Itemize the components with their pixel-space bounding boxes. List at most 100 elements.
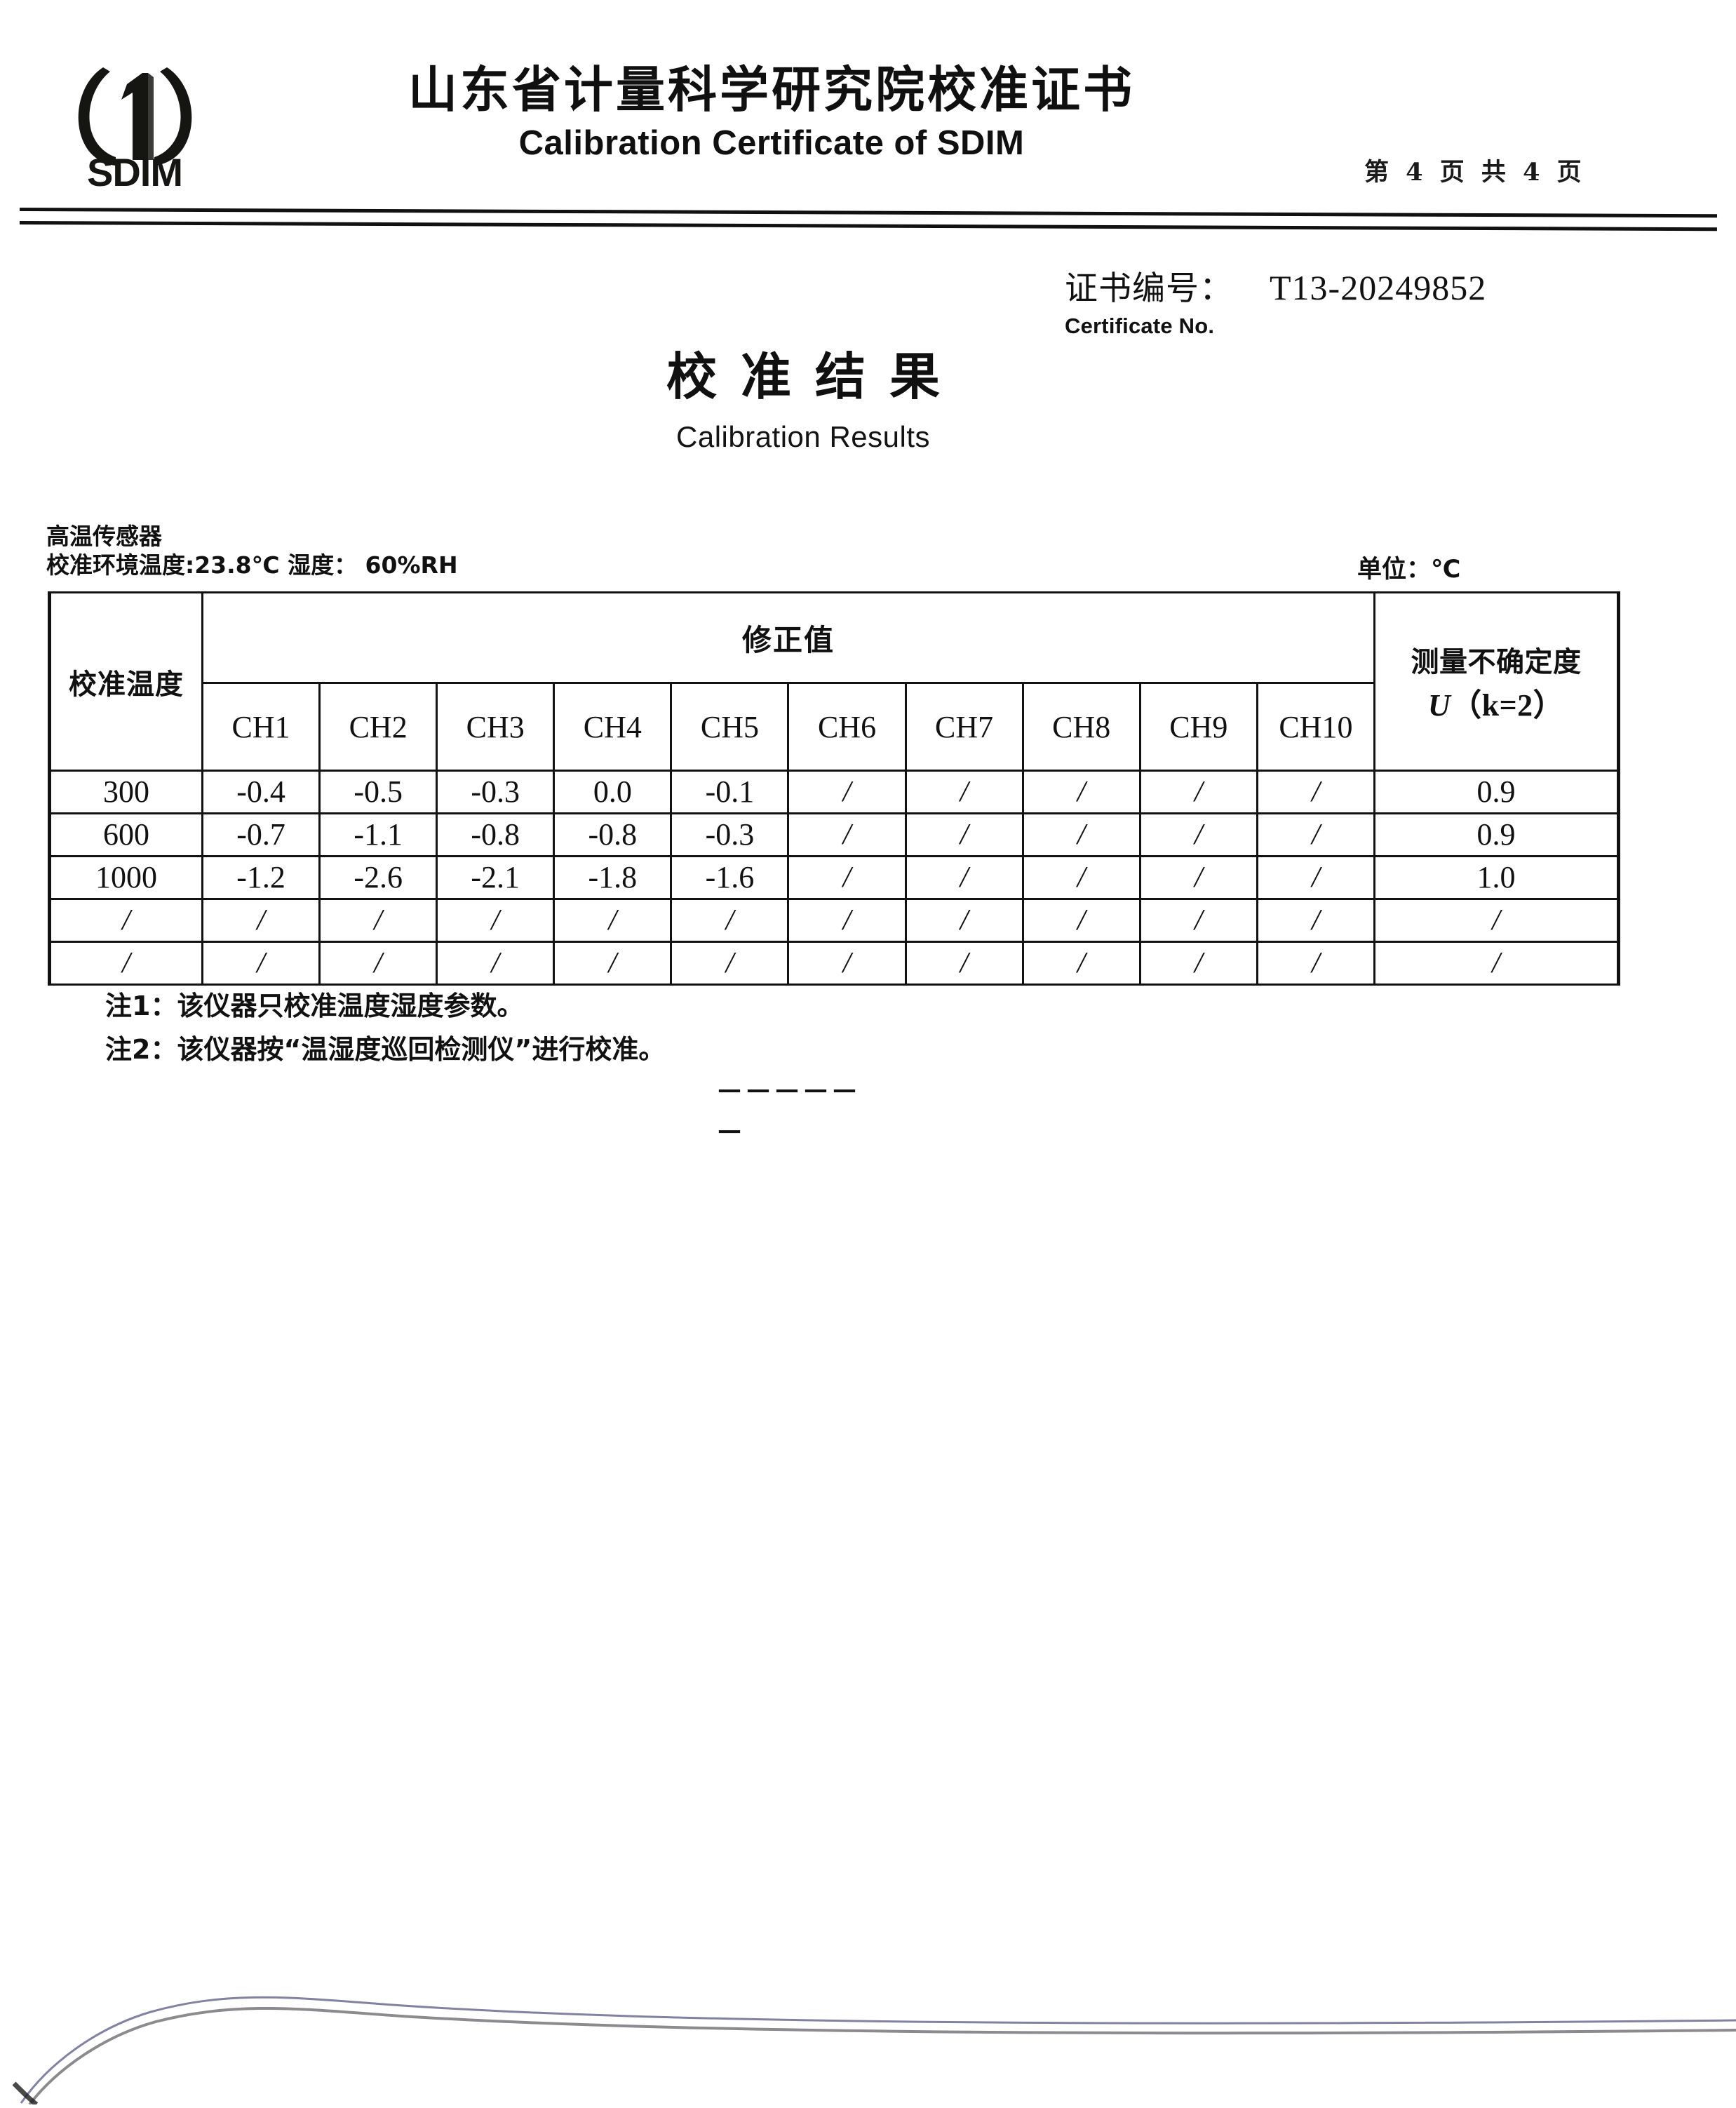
table-row: / / / / / / / / / / / / (48, 941, 1620, 986)
cell-correction-ch6: / (787, 855, 907, 900)
measurement-conditions: 高温传感器 校准环境温度:23.8℃ 湿度： 60%RH (46, 522, 458, 580)
header-channel-ch4: CH4 (553, 682, 673, 772)
cell-uncertainty: 0.9 (1373, 770, 1620, 814)
cell-correction-ch3: -0.3 (436, 770, 556, 814)
uncertainty-symbol-u: U (1427, 687, 1451, 723)
cell-correction-ch1: -1.2 (201, 855, 321, 900)
cell-correction-ch8: / (1021, 770, 1141, 814)
cell-correction-ch9: / (1138, 855, 1258, 900)
cell-correction-ch1: / (201, 898, 321, 943)
cell-correction-ch1: / (201, 941, 321, 986)
cell-correction-ch5: / (670, 898, 790, 943)
table-header-row-2: CH1 CH2 CH3 CH4 CH5 CH6 CH7 CH8 CH9 CH10 (50, 682, 1619, 772)
header-divider-rule (19, 208, 1718, 231)
header-channel-ch6: CH6 (787, 682, 907, 772)
cell-correction-ch1: -0.7 (201, 812, 321, 857)
table-row: 300 -0.4 -0.5 -0.3 0.0 -0.1// / //0.9 (48, 770, 1620, 814)
cell-correction-ch2: / (318, 941, 438, 986)
cell-correction-ch9: / (1138, 941, 1258, 986)
cell-uncertainty: 0.9 (1373, 812, 1620, 857)
cell-correction-ch4: / (553, 941, 673, 986)
certificate-number-value: T13-20249852 (1270, 268, 1487, 307)
header-channel-ch5: CH5 (670, 682, 790, 772)
cell-correction-ch4: / (553, 898, 673, 943)
cell-correction-ch4: 0.0 (553, 770, 673, 814)
cell-correction-ch9: / (1138, 770, 1258, 814)
cell-correction-ch9: / (1138, 812, 1258, 857)
cell-uncertainty: / (1373, 898, 1620, 943)
cell-correction-ch10: / (1256, 812, 1376, 857)
cell-correction-ch2: -1.1 (318, 812, 438, 857)
header-uncertainty-formula: U（k=2） (1375, 680, 1617, 725)
table-header-row-1: 校准温度 修正值 测量不确定度 U（k=2） (48, 591, 1620, 772)
note-1: 注1：该仪器只校准温度湿度参数。 (105, 991, 524, 1021)
cell-correction-ch2: -2.6 (318, 855, 438, 900)
cell-calibration-temperature: / (48, 898, 203, 943)
cell-correction-ch10: / (1256, 898, 1376, 943)
certificate-title-en: Calibration Certificate of SDIM (518, 124, 1025, 163)
header-channel-ch10: CH10 (1256, 682, 1376, 772)
cell-correction-ch7: / (904, 812, 1024, 857)
table-row: / / / / / / / / / / / / (48, 898, 1620, 943)
table-row: 1000 -1.2 -2.6 -2.1 -1.8 -1.6// / //1.0 (48, 855, 1620, 900)
cell-correction-ch7: / (904, 898, 1024, 943)
section-title-block: 校准结果 Calibration Results (0, 335, 1606, 454)
header-uncertainty-label: 测量不确定度 (1411, 645, 1582, 678)
section-title-en: Calibration Results (676, 420, 930, 453)
note-2: 注2：该仪器按“温湿度巡回检测仪”进行校准。 (105, 1033, 666, 1065)
cell-correction-ch3: / (436, 898, 556, 943)
cell-correction-ch4: -0.8 (553, 812, 673, 857)
header-correction-value: 修正值 (201, 591, 1375, 684)
header-channel-ch8: CH8 (1021, 682, 1141, 772)
end-of-results-mark: －－－－－－ (715, 1076, 859, 1149)
cell-calibration-temperature: / (48, 941, 203, 986)
page-counter: 第 4 页 共 4 页 (1364, 158, 1586, 187)
cell-uncertainty: 1.0 (1373, 855, 1620, 900)
cell-correction-ch1: -0.4 (201, 770, 321, 814)
cell-correction-ch10: / (1256, 855, 1376, 900)
section-title-cn: 校准结果 (666, 347, 964, 406)
cell-correction-ch5: -0.1 (670, 770, 790, 814)
notes-block: 注1：该仪器只校准温度湿度参数。 注2：该仪器按“温湿度巡回检测仪”进行校准。 (105, 988, 665, 1069)
cell-correction-ch8: / (1021, 941, 1141, 986)
cell-correction-ch8: / (1021, 898, 1141, 943)
uncertainty-coverage-factor: （k=2） (1451, 687, 1565, 723)
cell-correction-ch8: / (1021, 812, 1141, 857)
svg-text:SDIM: SDIM (87, 150, 182, 188)
header-channel-ch3: CH3 (436, 682, 556, 772)
sensor-name: 高温传感器 (46, 523, 162, 550)
cell-calibration-temperature: 600 (48, 812, 203, 857)
unit-label: 单位：℃ (1357, 556, 1461, 584)
page-header: SDIM 山东省计量科学研究院校准证书 Calibration Certific… (0, 0, 1736, 231)
cell-correction-ch9: / (1138, 898, 1258, 943)
sdim-logo-icon: SDIM (60, 55, 210, 188)
cell-correction-ch5: -1.6 (670, 855, 790, 900)
cell-correction-ch2: / (318, 898, 438, 943)
cell-correction-ch3: -2.1 (436, 855, 556, 900)
scan-paper-edge-artifact (0, 1922, 1736, 2107)
certificate-number-label-cn: 证书编号： (1065, 269, 1233, 308)
cell-correction-ch3: -0.8 (436, 812, 556, 857)
cell-correction-ch7: / (904, 770, 1024, 814)
calibration-results-table: 校准温度 修正值 测量不确定度 U（k=2） CH1 CH2 CH3 CH4 CH5 CH… (48, 591, 1620, 986)
cell-calibration-temperature: 1000 (48, 855, 203, 900)
certificate-number-block: 证书编号： T13-20249852 Certificate No. (1065, 261, 1486, 339)
cell-correction-ch6: / (787, 898, 907, 943)
cell-correction-ch8: / (1021, 855, 1141, 900)
cell-correction-ch4: -1.8 (553, 855, 673, 900)
header-title-block: 山东省计量科学研究院校准证书 Calibration Certificate o… (281, 65, 1263, 163)
cell-correction-ch6: / (787, 770, 907, 814)
certificate-number-line: 证书编号： T13-20249852 (1065, 261, 1486, 309)
cell-correction-ch5: / (670, 941, 790, 986)
table-body: 300 -0.4 -0.5 -0.3 0.0 -0.1// / //0.9 600 -0.7 -1.… (48, 770, 1620, 986)
header-channel-ch9: CH9 (1138, 682, 1258, 772)
certificate-number-label-en: Certificate No. (1065, 314, 1215, 338)
cell-correction-ch7: / (904, 941, 1024, 986)
header-measurement-uncertainty: 测量不确定度 U（k=2） (1373, 591, 1620, 772)
table-head: 校准温度 修正值 测量不确定度 U（k=2） CH1 CH2 CH3 CH4 CH5 CH… (48, 591, 1620, 772)
header-channel-ch7: CH7 (904, 682, 1024, 772)
cell-correction-ch6: / (787, 941, 907, 986)
header-channel-ch1: CH1 (201, 682, 321, 772)
cell-correction-ch3: / (436, 941, 556, 986)
header-channel-ch2: CH2 (318, 682, 438, 772)
